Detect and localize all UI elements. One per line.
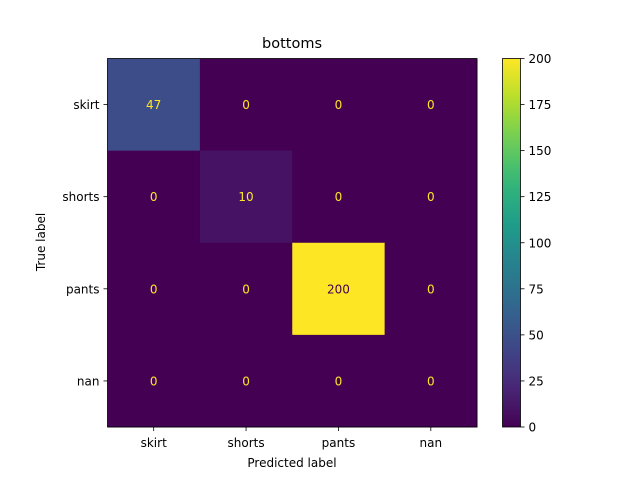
- heatmap-cell: [199, 58, 293, 152]
- cell-value-label: 0: [242, 98, 250, 112]
- x-tick-label: pants: [322, 436, 356, 450]
- cell-value-label: 0: [427, 98, 435, 112]
- heatmap-frame: [107, 58, 478, 428]
- colorbar-tick-label: 75: [529, 282, 544, 296]
- chart-title: bottoms: [262, 36, 322, 52]
- heatmap-cell: [292, 150, 386, 244]
- heatmap-cell: [199, 242, 293, 336]
- colorbar-tick-label: 200: [529, 52, 552, 66]
- heatmap-cell: [384, 58, 478, 152]
- cell-value-label: 0: [242, 374, 250, 388]
- y-axis-label: True label: [34, 213, 48, 272]
- colorbar-tick-label: 50: [529, 328, 544, 342]
- colorbar-tick-label: 25: [529, 374, 544, 388]
- cell-value-label: 0: [150, 190, 158, 204]
- heatmap-cell: [107, 242, 201, 336]
- cell-value-label: 47: [146, 98, 161, 112]
- cell-value-label: 0: [335, 98, 343, 112]
- x-tick-label: shorts: [228, 436, 265, 450]
- heatmap-cell: [384, 334, 478, 428]
- cell-value-label: 0: [335, 190, 343, 204]
- cell-value-label: 0: [242, 282, 250, 296]
- colorbar: [502, 58, 521, 428]
- colorbar-tick-label: 0: [529, 421, 537, 435]
- x-tick-label: skirt: [141, 436, 167, 450]
- heatmap-cell: [292, 242, 386, 336]
- heatmap-cell: [384, 242, 478, 336]
- heatmap-cells: [107, 58, 478, 428]
- cell-value-label: 200: [327, 282, 350, 296]
- x-tick-label: nan: [420, 436, 443, 450]
- y-tick-label: pants: [66, 282, 100, 296]
- colorbar-tick-label: 100: [529, 236, 552, 250]
- x-axis-ticks: skirt shorts pants nan: [141, 427, 443, 450]
- heatmap-cell: [107, 150, 201, 244]
- heatmap-cell: [199, 150, 293, 244]
- colorbar-tick-label: 125: [529, 190, 552, 204]
- colorbar-ticks: 0 25 50 75 100 125 150 175 200: [520, 52, 552, 435]
- y-tick-label: shorts: [62, 190, 99, 204]
- colorbar-tick-label: 150: [529, 144, 552, 158]
- cell-value-label: 0: [150, 282, 158, 296]
- x-axis-label: Predicted label: [247, 456, 336, 470]
- heatmap-cell: [292, 58, 386, 152]
- heatmap-cell: [199, 334, 293, 428]
- colorbar-tick-label: 175: [529, 98, 552, 112]
- cell-value-label: 0: [427, 374, 435, 388]
- cell-value-label: 10: [238, 190, 253, 204]
- heatmap-cell: [384, 150, 478, 244]
- cell-value-label: 0: [150, 374, 158, 388]
- y-axis-ticks: skirt shorts pants nan: [62, 98, 108, 388]
- heatmap-cell: [107, 334, 201, 428]
- cell-value-label: 0: [427, 190, 435, 204]
- cell-value-label: 0: [427, 282, 435, 296]
- heatmap-cell-labels: 47 0 0 0 0 10 0 0 0 0 200 0 0 0 0 0: [146, 98, 435, 388]
- y-tick-label: nan: [77, 374, 100, 388]
- heatmap-cell: [107, 58, 201, 152]
- y-tick-label: skirt: [73, 98, 99, 112]
- heatmap-cell: [292, 334, 386, 428]
- cell-value-label: 0: [335, 374, 343, 388]
